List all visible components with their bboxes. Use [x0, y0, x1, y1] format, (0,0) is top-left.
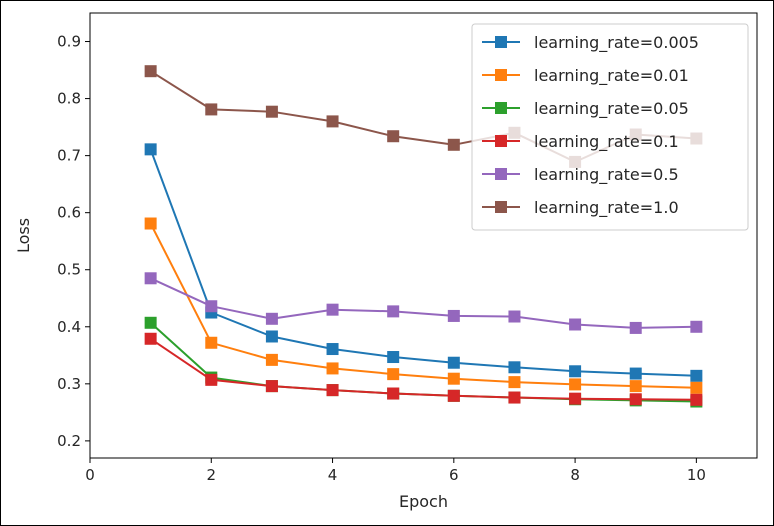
data-point [447, 309, 460, 322]
legend-label: learning_rate=0.1 [534, 132, 679, 152]
legend-marker [495, 168, 507, 180]
data-point [387, 351, 400, 364]
data-point [144, 65, 157, 78]
data-point [569, 318, 582, 331]
data-point [569, 365, 582, 378]
data-point [690, 393, 703, 406]
plot-area-border [89, 12, 758, 459]
x-tick-label: 0 [85, 466, 95, 484]
data-point [265, 330, 278, 343]
series-line [149, 149, 697, 377]
data-point [144, 272, 157, 285]
legend-item: learning_rate=0.5 [482, 165, 679, 185]
series-learning-rate-0-5 [144, 272, 703, 334]
x-tick-label: 10 [687, 466, 706, 484]
data-point [690, 381, 703, 394]
data-point [205, 373, 218, 386]
data-point [447, 389, 460, 402]
data-point [265, 353, 278, 366]
legend-label: learning_rate=1.0 [534, 198, 679, 218]
x-axis: 0 2 4 6 8 10 [85, 458, 706, 484]
legend-marker [495, 201, 507, 213]
legend-item: learning_rate=0.05 [482, 99, 689, 119]
data-point [144, 217, 157, 230]
y-tick-label: 0.6 [57, 204, 81, 222]
series-learning-rate-0-01 [144, 217, 703, 394]
series-line [149, 322, 697, 403]
data-point [205, 300, 218, 313]
data-point [569, 392, 582, 405]
data-point [508, 391, 521, 404]
data-point [447, 356, 460, 369]
data-point [447, 372, 460, 385]
data-point [629, 393, 642, 406]
data-point [205, 103, 218, 116]
data-point [205, 336, 218, 349]
x-tick-label: 6 [449, 466, 459, 484]
data-point [326, 362, 339, 375]
y-tick-label: 0.7 [57, 147, 81, 165]
data-point [387, 368, 400, 381]
legend-marker [495, 69, 507, 81]
data-point [629, 380, 642, 393]
y-tick-label: 0.3 [57, 375, 81, 393]
legend-item: learning_rate=0.005 [482, 33, 699, 53]
y-tick-label: 0.2 [57, 432, 81, 450]
data-point [447, 138, 460, 151]
legend-item: learning_rate=0.01 [482, 66, 689, 86]
y-tick-label: 0.8 [57, 90, 81, 108]
data-point [387, 130, 400, 143]
x-tick-label: 8 [570, 466, 580, 484]
series-learning-rate-0-005 [144, 143, 703, 382]
x-tick-label: 2 [206, 466, 216, 484]
data-point [629, 321, 642, 334]
data-point [508, 310, 521, 323]
data-point [144, 332, 157, 345]
x-axis-label: Epoch [399, 492, 448, 511]
legend-box [471, 23, 749, 231]
data-point [326, 303, 339, 316]
legend-label: learning_rate=0.005 [534, 33, 699, 53]
legend-marker [495, 135, 507, 147]
y-tick-label: 0.5 [57, 261, 81, 279]
y-tick-label: 0.4 [57, 318, 81, 336]
data-point [387, 305, 400, 318]
data-point [326, 115, 339, 128]
data-point [144, 143, 157, 156]
data-point [265, 380, 278, 393]
legend-item: learning_rate=1.0 [482, 198, 679, 218]
series-learning-rate-0-1 [144, 332, 703, 406]
data-point [569, 378, 582, 391]
data-point [326, 343, 339, 356]
series-line [150, 277, 697, 329]
data-point [508, 376, 521, 389]
legend-label: learning_rate=0.05 [534, 99, 689, 119]
data-point [629, 367, 642, 380]
data-point [326, 384, 339, 397]
legend-marker [495, 36, 507, 48]
series-line [150, 337, 697, 401]
legend: learning_rate=0.005 learning_rate=0.01lea… [471, 23, 749, 231]
data-point [265, 312, 278, 325]
legend-label: learning_rate=0.01 [534, 66, 689, 86]
legend-item: learning_rate=0.1 [482, 132, 679, 152]
y-axis-label: Loss [14, 218, 33, 253]
legend-label: learning_rate=0.5 [534, 165, 679, 185]
data-point [690, 369, 703, 382]
data-point [508, 361, 521, 374]
y-axis: 0.2 0.3 0.4 0.5 0.6 0.7 0.8 0.9 [57, 33, 90, 450]
series-line [149, 223, 697, 389]
x-tick-label: 4 [328, 466, 338, 484]
y-tick-label: 0.9 [57, 33, 81, 51]
legend-marker [495, 102, 507, 114]
data-point [265, 105, 278, 118]
data-point [690, 320, 703, 333]
data-point [387, 387, 400, 400]
data-point [144, 316, 157, 329]
